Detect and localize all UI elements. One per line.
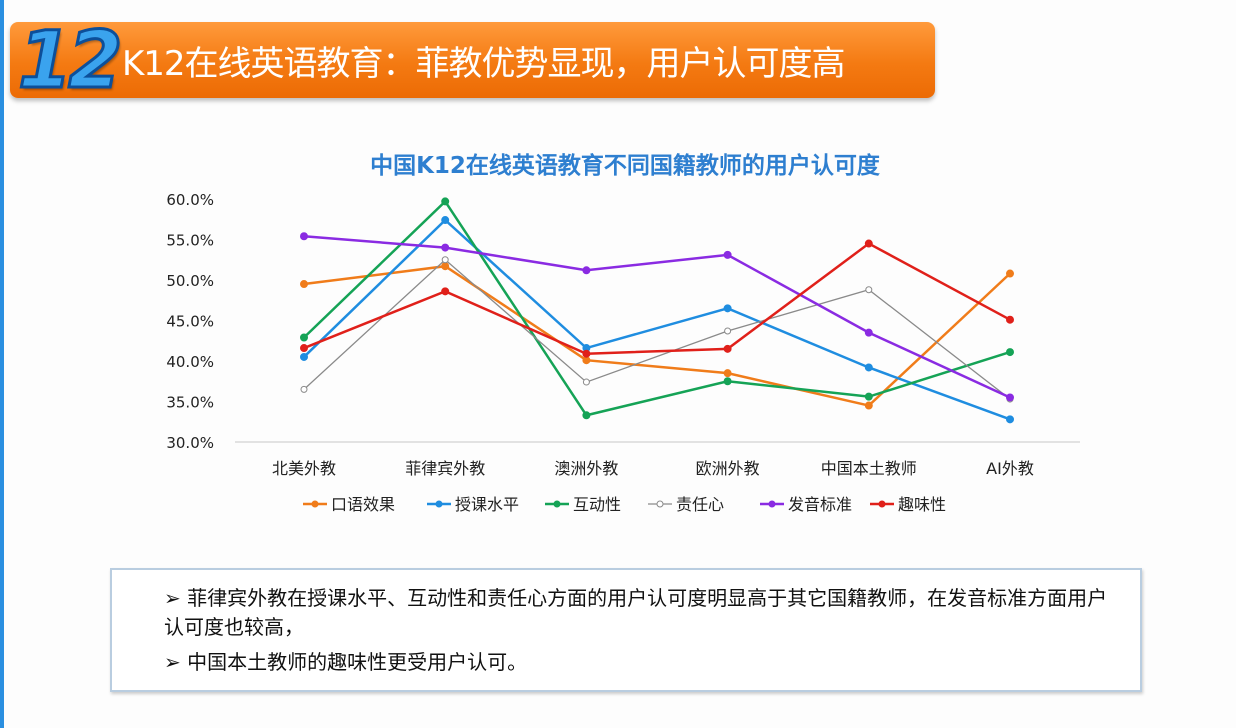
data-point: [300, 352, 308, 361]
legend-label: 授课水平: [455, 495, 519, 514]
note-1: ➢ 菲律宾外教在授课水平、互动性和责任心方面的用户认可度明显高于其它国籍教师，在…: [164, 586, 1108, 639]
data-point: [1006, 415, 1014, 424]
legend-label: 趣味性: [898, 495, 946, 514]
data-point: [1006, 269, 1014, 278]
data-point: [723, 369, 732, 378]
series-line-责任心: [303, 258, 1011, 400]
line-chart: 30.0% 35.0% 40.0% 45.0% 50.0% 55.0% 60.0% 北美外教 菲…: [166, 191, 1080, 514]
data-point: [441, 243, 450, 252]
y-tick-label: 40.0%: [166, 353, 214, 371]
data-point: [864, 239, 873, 248]
x-tick-label: 菲律宾外教: [405, 459, 485, 478]
data-point: [300, 344, 308, 353]
data-point: [864, 363, 873, 372]
x-tick-label: 北美外教: [272, 459, 336, 478]
data-point: [723, 250, 732, 259]
series-line-授课水平: [303, 218, 1011, 421]
y-tick-label: 55.0%: [166, 232, 214, 250]
data-point: [582, 378, 590, 386]
data-point: [582, 349, 591, 358]
data-point: [441, 287, 450, 296]
data-point: [582, 411, 591, 420]
left-accent-bar: [0, 0, 4, 728]
data-point: [300, 232, 308, 241]
data-point: [300, 385, 308, 393]
series-line-互动性: [303, 199, 1011, 417]
legend-label: 互动性: [573, 495, 621, 514]
legend-label: 责任心: [676, 495, 724, 514]
x-tick-label: 欧洲外教: [696, 459, 760, 478]
y-tick-label: 30.0%: [166, 434, 214, 452]
data-point: [723, 304, 732, 313]
slide-title: K12在线英语教育：菲教优势显现，用户认可度高: [122, 44, 846, 84]
legend-swatch-marker: [553, 500, 561, 508]
series-line-趣味性: [303, 242, 1011, 355]
series-line-口语效果: [303, 264, 1011, 407]
legend-label: 口语效果: [331, 495, 395, 514]
chart-title: 中国K12在线英语教育不同国籍教师的用户认可度: [370, 153, 880, 179]
data-point: [1006, 348, 1014, 357]
data-point: [582, 356, 591, 365]
data-point: [300, 280, 308, 289]
x-tick-label: 中国本土教师: [821, 459, 917, 478]
y-tick-label: 50.0%: [166, 272, 214, 290]
data-point: [723, 344, 732, 353]
data-point: [864, 328, 873, 337]
legend-swatch-marker: [435, 500, 443, 508]
slide-header: 12 K12在线英语教育：菲教优势显现，用户认可度高: [10, 15, 935, 108]
data-point: [441, 197, 450, 206]
legend-swatch-marker: [768, 500, 776, 508]
legend-swatch-marker: [878, 500, 886, 508]
legend-swatch-marker: [656, 500, 664, 508]
data-point: [864, 392, 873, 401]
legend-label: 发音标准: [788, 495, 852, 514]
data-point: [1006, 393, 1014, 402]
legend-swatch-marker: [311, 500, 319, 508]
data-point: [300, 333, 308, 342]
data-point: [441, 216, 450, 225]
series-line-发音标准: [303, 235, 1011, 399]
notes-box: ➢ 菲律宾外教在授课水平、互动性和责任心方面的用户认可度明显高于其它国籍教师，在…: [110, 568, 1142, 692]
note-2: ➢ 中国本土教师的趣味性更受用户认可。: [164, 650, 528, 674]
data-point: [582, 266, 591, 275]
y-tick-label: 45.0%: [166, 313, 214, 331]
data-point: [724, 327, 732, 335]
y-tick-label: 60.0%: [166, 191, 214, 209]
data-point: [441, 256, 449, 264]
data-point: [723, 377, 732, 386]
data-point: [441, 262, 450, 271]
slide-number: 12: [17, 15, 125, 108]
data-point: [864, 401, 873, 410]
data-point: [865, 286, 873, 294]
y-tick-label: 35.0%: [166, 394, 214, 412]
x-tick-label: 澳洲外教: [554, 459, 618, 478]
data-point: [1006, 315, 1014, 324]
x-tick-label: AI外教: [986, 459, 1034, 478]
